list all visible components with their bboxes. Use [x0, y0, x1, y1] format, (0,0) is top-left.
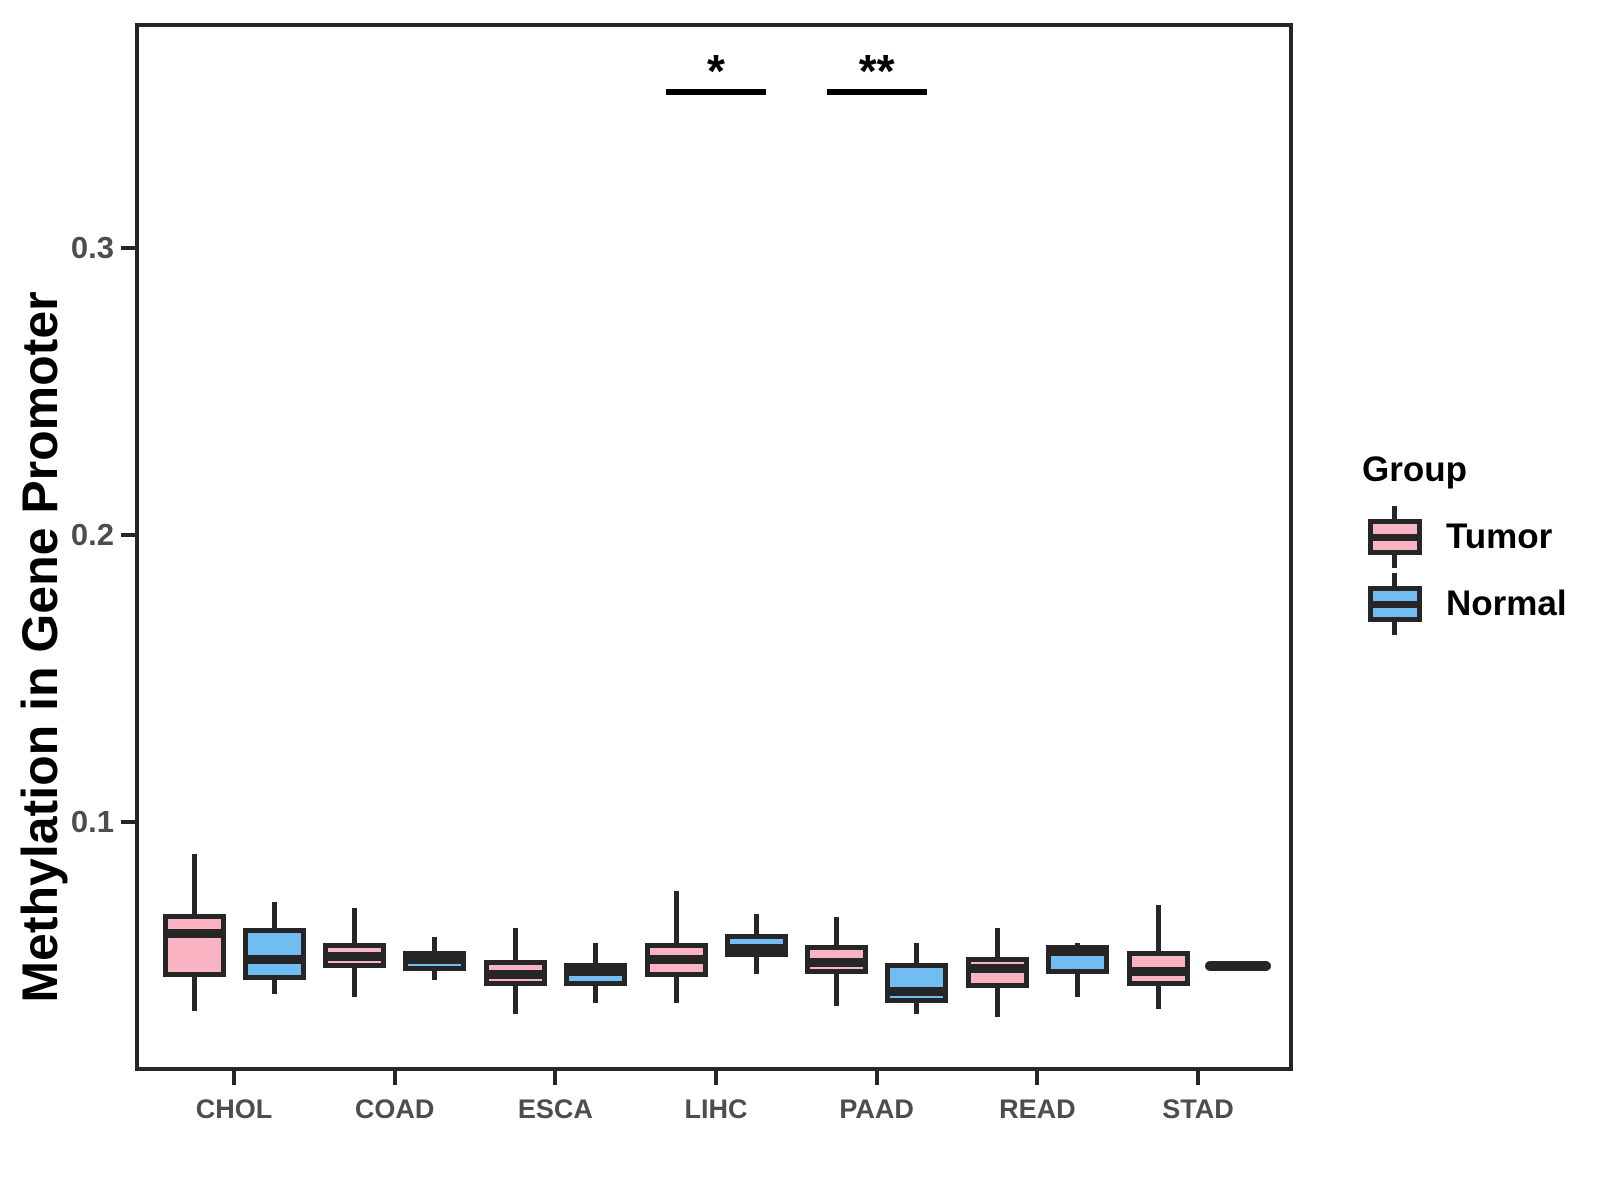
median-line [1045, 946, 1109, 956]
significance-label-paad: ** [858, 45, 895, 97]
legend-label-tumor: Tumor [1446, 517, 1553, 556]
y-tick-label: 0.3 [70, 230, 114, 265]
y-tick-label: 0.2 [70, 517, 114, 552]
legend-entry-normal: Normal [1368, 573, 1567, 635]
legend-median-line [1373, 601, 1417, 608]
x-tick-label-stad: STAD [1162, 1094, 1234, 1124]
x-tick-label-lihc: LIHC [684, 1094, 748, 1124]
significance-label-lihc: * [707, 45, 725, 97]
significance-bar-lihc [666, 89, 766, 95]
median-line [483, 969, 547, 979]
x-tick-mark [392, 1071, 397, 1085]
y-tick-mark [121, 533, 135, 537]
y-tick-mark [121, 246, 135, 250]
x-tick-mark [1035, 1071, 1040, 1085]
degenerate-box-line [1205, 960, 1272, 971]
median-line [805, 958, 869, 968]
x-tick-label-paad: PAAD [839, 1094, 914, 1124]
x-tick-mark [232, 1071, 236, 1085]
legend-median-line [1373, 534, 1417, 541]
x-tick-mark [1196, 1071, 1201, 1085]
median-line [323, 952, 387, 962]
significance-bar-paad [826, 89, 927, 95]
x-tick-label-read: READ [999, 1094, 1076, 1124]
x-tick-label-chol: CHOL [195, 1094, 273, 1124]
legend-label-normal: Normal [1446, 584, 1567, 623]
tumor-boxplot-icon [1368, 506, 1422, 568]
y-tick-label: 0.1 [70, 804, 114, 839]
legend-title: Group [1362, 450, 1467, 489]
plot-panel [135, 23, 1293, 1071]
median-line [403, 955, 467, 965]
median-line [885, 986, 949, 996]
x-tick-label-coad: COAD [354, 1094, 435, 1124]
iqr-box [162, 913, 226, 977]
x-tick-label-esca: ESCA [517, 1094, 593, 1124]
iqr-box [242, 928, 306, 980]
iqr-box [885, 962, 949, 1003]
median-line [644, 955, 708, 965]
x-tick-mark [874, 1071, 879, 1085]
legend: Group Tumor Normal [1340, 448, 1567, 635]
median-line [162, 929, 226, 939]
legend-entry-tumor: Tumor [1368, 506, 1567, 568]
x-tick-mark [714, 1071, 718, 1085]
normal-boxplot-icon [1368, 573, 1422, 635]
median-line [1126, 966, 1190, 976]
median-line [242, 955, 306, 965]
median-line [724, 943, 788, 953]
y-tick-mark [121, 820, 135, 824]
median-line [965, 963, 1029, 973]
median-line [563, 966, 627, 976]
x-tick-mark [553, 1071, 558, 1085]
